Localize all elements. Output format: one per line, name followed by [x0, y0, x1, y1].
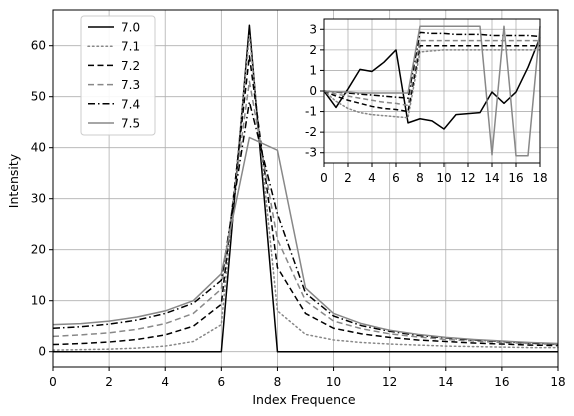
main-series-7-0: [53, 24, 558, 353]
inset-x-tick-label: 16: [508, 171, 523, 185]
main-x-tick-label: 4: [161, 375, 169, 389]
main-frame: [52, 9, 559, 368]
legend-box: [80, 15, 156, 136]
main-y-tick-label: 10: [31, 294, 46, 308]
main-series-7-5: [52, 136, 559, 345]
inset-y-tick-label: -2: [305, 125, 317, 139]
legend-label-7-5: 7.5: [121, 117, 140, 131]
inset-series-7-1: [323, 49, 541, 119]
inset-y-tick-label: 0: [309, 84, 317, 98]
main-x-tick-label: 10: [326, 375, 341, 389]
inset-series-7-4: [323, 31, 541, 99]
legend-label-7-1: 7.1: [121, 40, 140, 54]
inset-x-tick-label: 0: [320, 171, 328, 185]
main-x-tick-label: 6: [218, 375, 226, 389]
inset-y-tick-label: 3: [309, 22, 317, 36]
legend-label-7-0: 7.0: [121, 21, 140, 35]
main-series-7-1: [52, 34, 559, 351]
main-x-tick-label: 8: [274, 375, 282, 389]
main-y-tick-label: 40: [31, 141, 46, 155]
main-y-tick-label: 0: [38, 345, 46, 359]
x-axis-label: Index Frequence: [252, 392, 356, 407]
main-x-tick-label: 18: [550, 375, 565, 389]
inset-x-tick-label: 8: [416, 171, 424, 185]
main-x-tick-label: 14: [438, 375, 453, 389]
inset-x-tick-label: 18: [532, 171, 547, 185]
y-axis-label: Intensity: [6, 153, 21, 208]
inset-y-tick-label: 1: [309, 63, 317, 77]
main-y-tick-label: 60: [31, 39, 46, 53]
inset-x-tick-label: 4: [368, 171, 376, 185]
main-series-7-2: [52, 55, 559, 347]
inset-y-tick-label: -3: [305, 146, 317, 160]
inset-x-tick-label: 12: [460, 171, 475, 185]
main-x-tick-label: 0: [49, 375, 57, 389]
main-series-7-3: [52, 80, 559, 346]
inset-y-tick-label: -1: [305, 105, 317, 119]
inset-x-tick-label: 6: [392, 171, 400, 185]
inset-x-tick-label: 2: [344, 171, 352, 185]
inset-series-7-0: [323, 37, 541, 130]
legend-label-7-3: 7.3: [121, 78, 140, 92]
inset-y-tick-label: 2: [309, 43, 317, 57]
inset-series-7-3: [323, 39, 540, 107]
main-x-tick-label: 2: [105, 375, 113, 389]
legend-label-7-4: 7.4: [121, 97, 140, 111]
main-x-tick-label: 16: [494, 375, 509, 389]
main-y-tick-label: 30: [31, 192, 46, 206]
legend-label-7-2: 7.2: [121, 59, 140, 73]
inset-series-7-5: [323, 25, 541, 157]
main-y-tick-label: 50: [31, 90, 46, 104]
main-y-tick-label: 20: [31, 243, 46, 257]
inset-x-tick-label: 14: [484, 171, 499, 185]
main-x-tick-label: 12: [382, 375, 397, 389]
legend: 7.0 7.1 7.2 7.3 7.4 7.5: [80, 15, 156, 136]
inset-x-tick-label: 10: [436, 171, 451, 185]
